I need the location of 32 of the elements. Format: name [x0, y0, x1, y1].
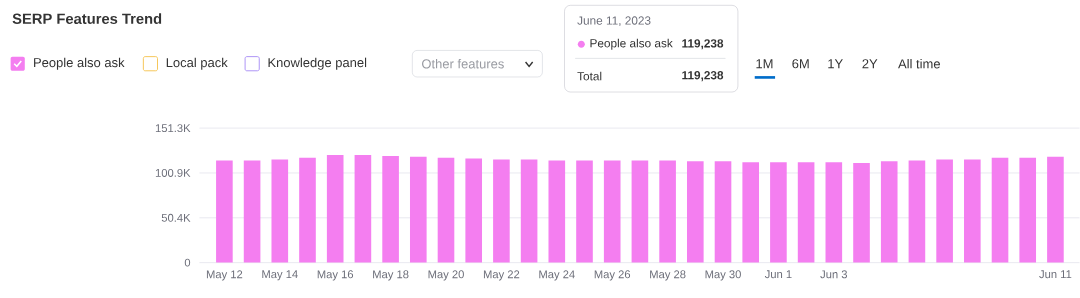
text: 119,238	[682, 39, 724, 50]
text: 1Y	[828, 59, 843, 69]
y-tick-label: 0	[184, 258, 191, 267]
text: 1M	[756, 59, 773, 69]
x-tick-label: May 30	[705, 270, 741, 281]
text: 6M	[792, 59, 809, 69]
text: 119,238	[682, 70, 724, 82]
x-tick-label: May 26	[594, 270, 631, 281]
x-tick-label: May 24	[539, 270, 575, 281]
x-tick-label: May 18	[373, 270, 409, 281]
x-tick-label: May 14	[262, 270, 298, 281]
x-tick-label: May 12	[206, 270, 243, 281]
legend-label: People also ask	[34, 57, 125, 70]
x-tick-label: May 20	[428, 270, 464, 281]
legend-label: Local pack	[166, 57, 228, 70]
x-tick-label: May 28	[650, 270, 686, 281]
x-tick-label: Jun 11	[1039, 270, 1072, 279]
text: June 11, 2023	[577, 16, 651, 27]
y-tick-label: 100.9K	[155, 168, 191, 177]
x-tick-label: May 22	[483, 270, 520, 281]
chart-title: SERP Features Trend	[12, 13, 162, 24]
legend-label: Knowledge panel	[268, 57, 367, 70]
text: All time	[898, 58, 940, 69]
x-tick-label: May 16	[317, 270, 354, 281]
text: Total	[577, 71, 602, 81]
x-tick-label: Jun 1	[764, 270, 792, 279]
text: 2Y	[862, 59, 878, 69]
y-tick-label: 151.3K	[155, 124, 191, 133]
text: Other features	[422, 58, 504, 69]
text: People also ask	[590, 38, 673, 50]
x-tick-label: Jun 3	[820, 270, 848, 279]
y-tick-label: 50.4K	[161, 213, 191, 222]
